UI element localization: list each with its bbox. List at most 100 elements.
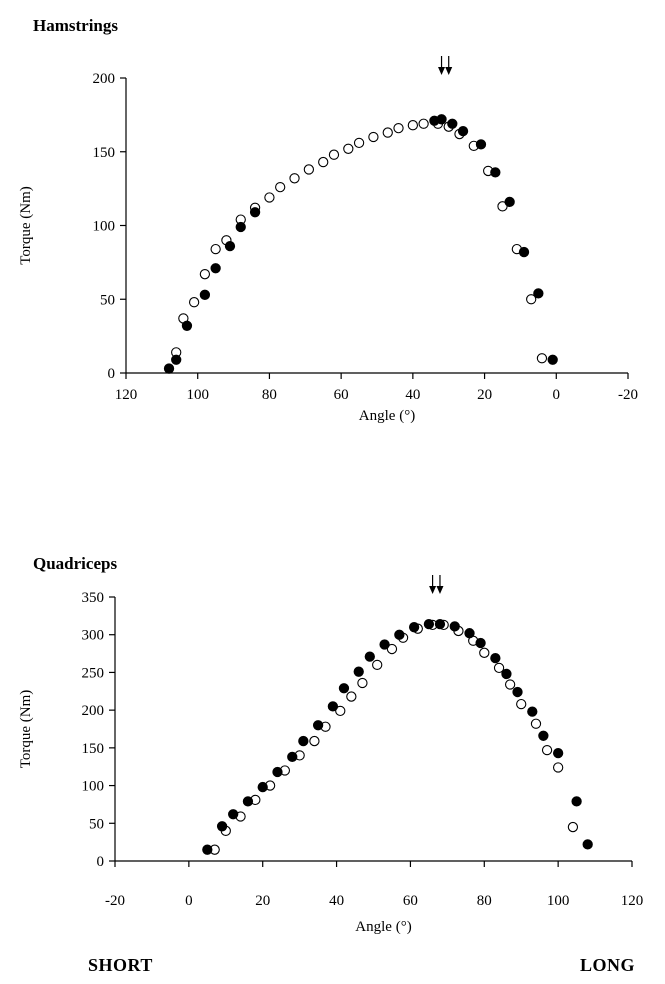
hamstrings-open-point: [328, 149, 340, 160]
hamstrings-peak-arrow-head: [438, 67, 446, 75]
quadriceps-open-point: [346, 691, 357, 702]
hamstrings-open-point: [289, 173, 300, 184]
quadriceps-x-axis-label: Angle (°): [355, 919, 411, 935]
quadriceps-x-tick-label: 120: [621, 893, 644, 909]
quadriceps-filled-point: [364, 651, 375, 662]
quadriceps-x-tick-label: 40: [329, 893, 344, 909]
hamstrings-x-axis-label: Angle (°): [359, 408, 415, 424]
quadriceps-open-point: [479, 647, 490, 658]
quadriceps-y-tick-label: 250: [82, 665, 105, 681]
quadriceps-open-point: [541, 744, 553, 756]
quadriceps-open-point: [309, 735, 320, 747]
quadriceps-filled-point: [272, 766, 283, 778]
quadriceps-y-tick-label: 0: [97, 854, 105, 870]
footer-label-long: LONG: [580, 955, 636, 975]
hamstrings-filled-point: [249, 207, 261, 218]
hamstrings-x-tick-label: 60: [334, 387, 349, 403]
footer-label-short: SHORT: [88, 955, 153, 975]
quadriceps-filled-point: [582, 839, 593, 850]
hamstrings-peak-arrow-head: [445, 67, 453, 75]
hamstrings-filled-point: [533, 288, 544, 299]
hamstrings-y-axis-label: Torque (Nm): [18, 186, 34, 265]
quadriceps-x-tick-label: 0: [185, 893, 193, 909]
quadriceps-peak-arrow-head: [429, 586, 437, 594]
hamstrings-open-point: [199, 269, 211, 280]
quadriceps-filled-point: [527, 706, 538, 717]
hamstrings-filled-point: [235, 221, 246, 233]
quadriceps-y-tick-label: 50: [89, 816, 104, 832]
hamstrings-y-tick-label: 200: [93, 71, 116, 87]
hamstrings-filled-point: [171, 354, 182, 365]
quadriceps-y-axis-label: Torque (Nm): [18, 690, 34, 769]
quadriceps-filled-point: [538, 730, 549, 741]
quadriceps-y-tick-label: 350: [82, 590, 105, 606]
quadriceps-filled-point: [434, 619, 446, 630]
quadriceps-open-point: [567, 821, 579, 833]
hamstrings-y-tick-label: 0: [108, 366, 116, 382]
hamstrings-filled-point: [224, 240, 236, 252]
hamstrings-open-point: [318, 156, 329, 168]
hamstrings-filled-point: [447, 118, 458, 129]
quadriceps-filled-point: [338, 683, 350, 694]
hamstrings-filled-point: [490, 167, 501, 178]
quadriceps-filled-point: [501, 668, 512, 680]
hamstrings-open-point: [210, 243, 221, 255]
quadriceps-filled-point: [408, 622, 420, 633]
hamstrings-open-point: [418, 118, 429, 129]
hamstrings-x-tick-label: 20: [477, 387, 492, 403]
hamstrings-open-point: [536, 353, 548, 364]
quadriceps-filled-point: [423, 619, 435, 630]
quadriceps-open-point: [357, 677, 368, 689]
quadriceps-filled-point: [257, 781, 268, 793]
hamstrings-filled-point: [504, 196, 515, 208]
hamstrings-filled-point: [210, 263, 221, 274]
hamstrings-open-point: [303, 164, 315, 175]
quadriceps-filled-point: [298, 735, 309, 747]
quadriceps-open-point: [372, 659, 383, 671]
quadriceps-filled-point: [242, 796, 254, 807]
quadriceps-filled-point: [475, 637, 486, 649]
quadriceps-filled-point: [552, 747, 564, 759]
quadriceps-filled-point: [512, 686, 523, 698]
quadriceps-open-point: [504, 679, 516, 690]
hamstrings-open-point: [382, 127, 393, 138]
hamstrings-x-tick-label: 0: [553, 387, 561, 403]
hamstrings-open-point: [393, 122, 404, 134]
hamstrings-open-point: [343, 143, 354, 154]
quadriceps-filled-point: [228, 809, 239, 820]
quadriceps-x-tick-label: 100: [547, 893, 570, 909]
hamstrings-x-tick-label: 80: [262, 387, 277, 403]
quadriceps-filled-point: [327, 701, 339, 712]
hamstrings-open-point: [264, 192, 275, 203]
quadriceps-filled-point: [394, 629, 405, 640]
quadriceps-peak-arrow-head: [436, 586, 444, 594]
quadriceps-filled-point: [353, 666, 364, 677]
quadriceps-y-tick-label: 300: [82, 628, 105, 644]
quadriceps-filled-point: [216, 821, 228, 832]
quadriceps-y-tick-label: 150: [82, 741, 105, 757]
quadriceps-filled-point: [490, 652, 501, 664]
hamstrings-open-point: [526, 294, 537, 305]
hamstrings-filled-point: [436, 114, 447, 125]
quadriceps-filled-point: [312, 720, 324, 731]
panel-title-hamstrings: Hamstrings: [33, 16, 118, 35]
quadriceps-open-point: [530, 718, 542, 729]
panel-title-quadriceps: Quadriceps: [33, 554, 118, 573]
hamstrings-open-point: [353, 137, 365, 149]
quadriceps-x-tick-label: -20: [105, 893, 125, 909]
hamstrings-filled-point: [163, 363, 175, 374]
hamstrings-filled-point: [518, 246, 530, 258]
hamstrings-y-tick-label: 100: [93, 219, 116, 235]
quadriceps-y-tick-label: 200: [82, 703, 105, 719]
hamstrings-y-tick-label: 50: [100, 292, 115, 308]
quadriceps-filled-point: [287, 751, 298, 763]
quadriceps-filled-point: [464, 628, 475, 639]
hamstrings-filled-point: [547, 354, 558, 365]
quadriceps-y-tick-label: 100: [82, 779, 105, 795]
quadriceps-filled-point: [449, 621, 460, 632]
quadriceps-open-point: [493, 662, 505, 674]
quadriceps-open-point: [516, 698, 527, 710]
hamstrings-x-tick-label: 120: [115, 387, 138, 403]
hamstrings-open-point: [188, 297, 200, 308]
